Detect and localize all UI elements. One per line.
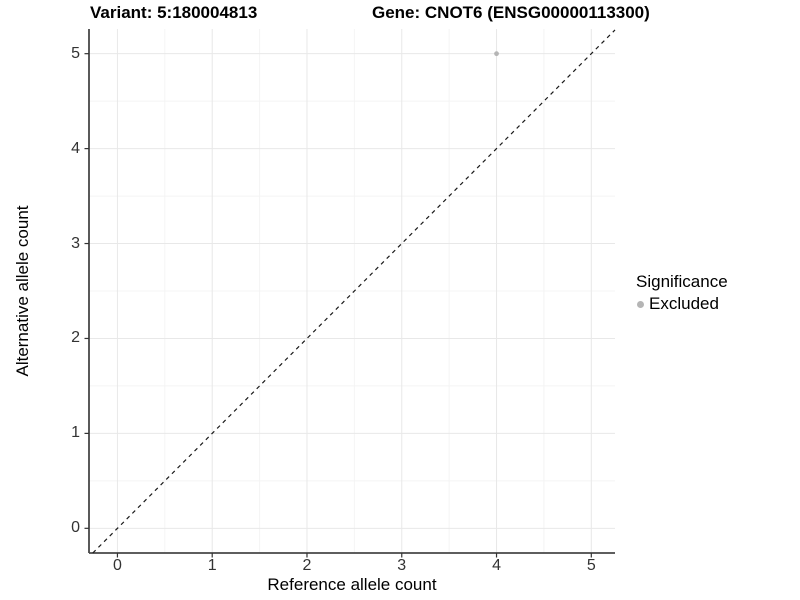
legend-item-excluded: Excluded [636, 294, 728, 314]
plot-panel [84, 29, 616, 558]
x-axis-title: Reference allele count [267, 575, 437, 594]
legend-point-icon [637, 300, 644, 308]
x-tick-label: 0 [112, 557, 122, 574]
identity-reference-line [92, 29, 616, 554]
x-tick-label: 4 [492, 557, 501, 574]
y-tick-label: 2 [71, 329, 80, 347]
y-tick-label: 1 [71, 424, 80, 442]
x-tick-label: 1 [207, 557, 217, 574]
legend-item-label: Excluded [649, 294, 719, 313]
y-tick-label: 5 [71, 44, 80, 62]
x-tick-label: 5 [586, 557, 596, 574]
plot-title-variant: Variant: 5:180004813 [90, 3, 258, 22]
y-tick-label: 4 [71, 139, 80, 157]
y-tick-label: 0 [71, 519, 80, 537]
legend-title: Significance [636, 272, 728, 291]
legend: Significance Excluded [636, 272, 728, 314]
x-tick-label: 3 [397, 557, 407, 574]
y-axis-title: Alternative allele count [13, 205, 32, 377]
data-point [494, 51, 499, 57]
plot-title-gene: Gene: CNOT6 (ENSG00000113300) [372, 3, 650, 22]
x-tick-label: 2 [302, 557, 312, 574]
y-tick-label: 3 [71, 234, 80, 252]
